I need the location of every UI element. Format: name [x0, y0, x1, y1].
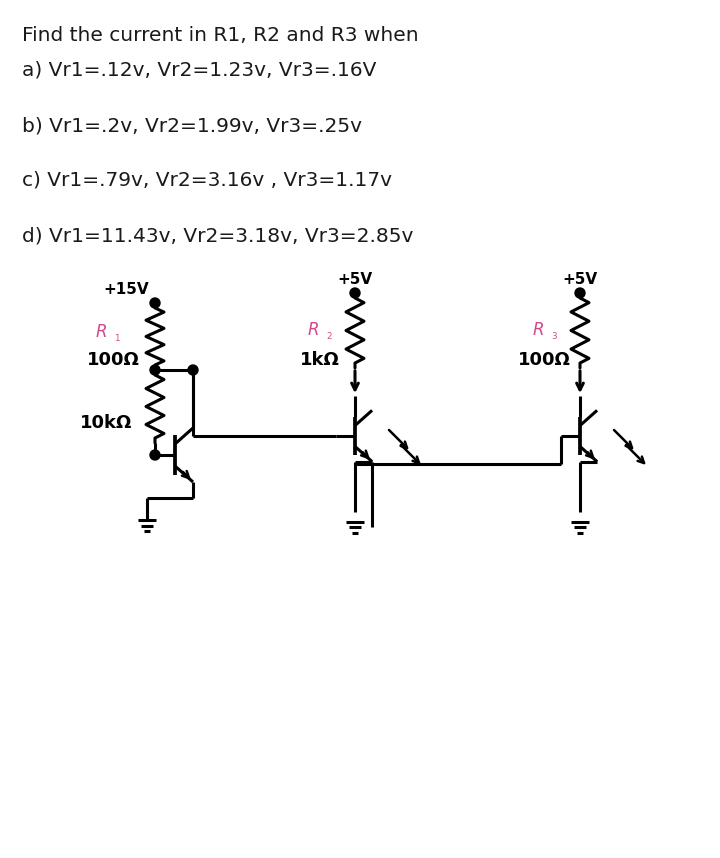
Text: $\mathit{R}$: $\mathit{R}$ [307, 321, 319, 339]
Text: c) Vr1=.79v, Vr2=3.16v , Vr3=1.17v: c) Vr1=.79v, Vr2=3.16v , Vr3=1.17v [22, 171, 392, 190]
Text: 1kΩ: 1kΩ [300, 351, 340, 369]
Text: b) Vr1=.2v, Vr2=1.99v, Vr3=.25v: b) Vr1=.2v, Vr2=1.99v, Vr3=.25v [22, 116, 362, 135]
Text: +5V: +5V [562, 272, 597, 287]
Circle shape [575, 288, 585, 298]
Circle shape [150, 298, 160, 308]
Text: 10kΩ: 10kΩ [80, 414, 132, 432]
Text: $_3$: $_3$ [551, 329, 558, 341]
Circle shape [350, 288, 360, 298]
Text: d) Vr1=11.43v, Vr2=3.18v, Vr3=2.85v: d) Vr1=11.43v, Vr2=3.18v, Vr3=2.85v [22, 226, 413, 245]
Text: $_2$: $_2$ [326, 329, 333, 341]
Text: a) Vr1=.12v, Vr2=1.23v, Vr3=.16V: a) Vr1=.12v, Vr2=1.23v, Vr3=.16V [22, 61, 377, 80]
Text: 100Ω: 100Ω [87, 351, 140, 369]
Text: $\mathit{R}$: $\mathit{R}$ [95, 323, 107, 341]
Circle shape [150, 450, 160, 460]
Text: 100Ω: 100Ω [518, 351, 571, 369]
Text: +15V: +15V [103, 282, 148, 297]
Text: $\mathit{R}$: $\mathit{R}$ [532, 321, 544, 339]
Text: $_1$: $_1$ [114, 330, 121, 343]
Circle shape [188, 365, 198, 375]
Text: +5V: +5V [337, 272, 372, 287]
Circle shape [150, 365, 160, 375]
Text: Find the current in R1, R2 and R3 when: Find the current in R1, R2 and R3 when [22, 26, 418, 45]
